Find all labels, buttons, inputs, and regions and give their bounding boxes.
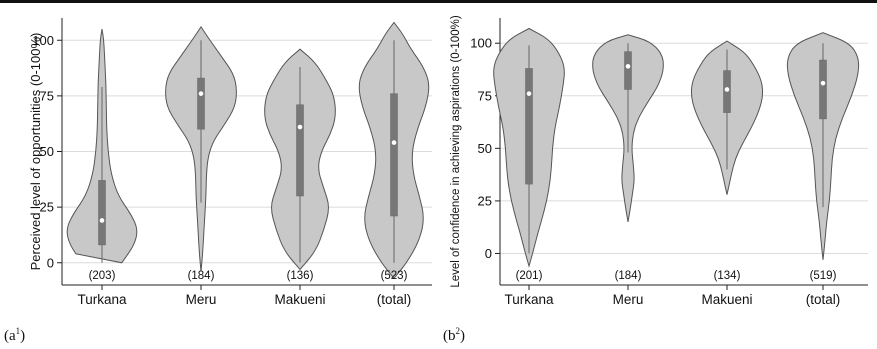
count-label: (136) xyxy=(287,270,314,282)
y-tick-label: 75 xyxy=(40,88,54,103)
count-label: (184) xyxy=(188,270,215,282)
median-point xyxy=(820,80,826,86)
category-label: (total) xyxy=(377,292,412,307)
panel-label-a: (a1) xyxy=(4,326,26,344)
iqr-box xyxy=(98,180,106,246)
y-tick-label: 25 xyxy=(478,193,492,208)
iqr-box xyxy=(197,77,205,130)
panel-label-a-text: (a xyxy=(4,328,16,344)
category-label: Makueni xyxy=(701,292,752,307)
iqr-box xyxy=(819,59,827,120)
category-label: Meru xyxy=(613,292,644,307)
panel-label-b: (b2) xyxy=(443,326,465,344)
median-point xyxy=(99,218,105,223)
panel-label-b-text: (b xyxy=(443,328,456,344)
count-label: (134) xyxy=(714,270,741,282)
category-label: Meru xyxy=(186,292,217,307)
category-label: Turkana xyxy=(504,292,554,307)
median-point xyxy=(625,64,631,69)
iqr-box xyxy=(525,68,533,185)
y-tick-label: 75 xyxy=(478,88,492,103)
median-point xyxy=(391,140,397,145)
count-label: (184) xyxy=(615,270,642,282)
y-tick-label: 100 xyxy=(32,33,54,48)
panel-label-b-sup: 2 xyxy=(455,326,461,336)
count-label: (201) xyxy=(516,270,543,282)
y-tick-label: 50 xyxy=(478,141,492,156)
category-label: Turkana xyxy=(77,292,127,307)
top-rule xyxy=(0,0,877,3)
panel-label-a-sup: 1 xyxy=(15,326,21,336)
y-tick-label: 25 xyxy=(40,200,54,215)
y-tick-label: 0 xyxy=(47,255,54,270)
median-point xyxy=(297,124,303,130)
category-label: (total) xyxy=(806,292,841,307)
median-point xyxy=(198,91,204,96)
y-axis-label: Perceived level of opportunities (0-100%… xyxy=(28,33,43,271)
count-label: (523) xyxy=(381,270,408,282)
median-point xyxy=(526,91,532,96)
count-label: (519) xyxy=(810,270,837,282)
median-point xyxy=(724,87,730,92)
panel-b: 0 25 50 75 100 Level of confidence in achievi… xyxy=(450,15,868,307)
iqr-box xyxy=(296,104,304,197)
count-label: (203) xyxy=(89,270,116,282)
y-tick-label: 0 xyxy=(485,246,492,261)
iqr-box xyxy=(390,93,398,217)
category-label: Makueni xyxy=(274,292,325,307)
y-tick-label: 50 xyxy=(40,144,54,159)
iqr-box xyxy=(624,51,632,90)
y-axis-label: Level of confidence in achieving aspirat… xyxy=(450,15,462,287)
y-tick-label: 100 xyxy=(470,36,492,51)
